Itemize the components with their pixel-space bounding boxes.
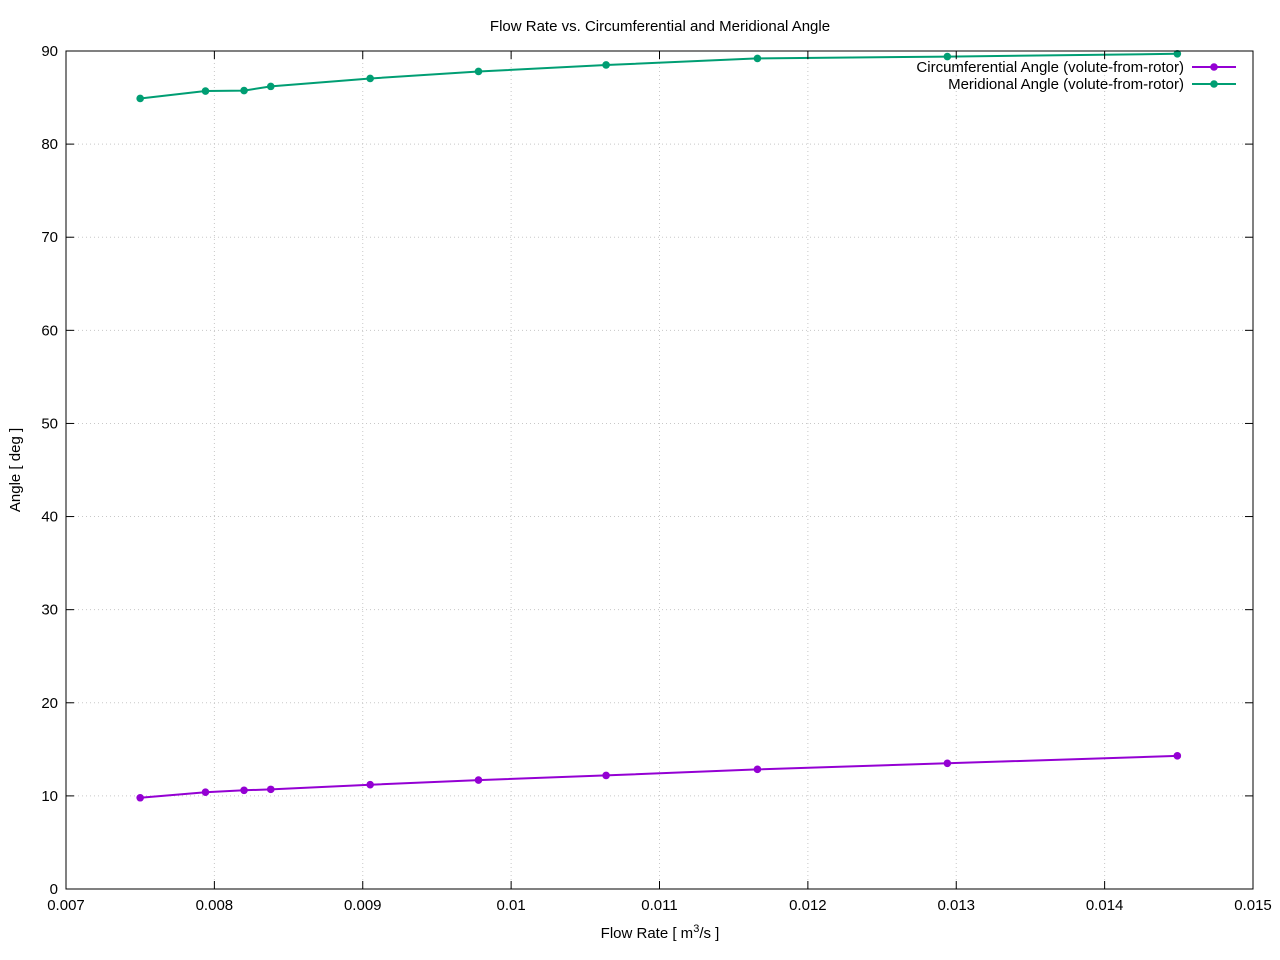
chart-title: Flow Rate vs. Circumferential and Meridi… (490, 18, 830, 35)
x-tick-label: 0.015 (1234, 897, 1272, 914)
data-point (1173, 752, 1182, 760)
y-tick-label: 0 (50, 881, 58, 898)
legend-label: Circumferential Angle (volute-from-rotor… (916, 59, 1184, 76)
legend-item: Meridional Angle (volute-from-rotor) (948, 76, 1236, 93)
x-axis-label-suffix: /s ] (699, 925, 719, 942)
y-tick-label: 50 (41, 415, 58, 432)
y-tick-label: 20 (41, 695, 58, 712)
data-point (136, 94, 144, 103)
series-meridional-angle (136, 49, 1182, 103)
y-tick-label: 80 (41, 136, 58, 153)
x-tick-label: 0.009 (344, 897, 382, 914)
data-point (753, 765, 762, 774)
legend-label: Meridional Angle (volute-from-rotor) (948, 76, 1184, 93)
y-tick-label: 60 (41, 322, 58, 339)
legend-item: Circumferential Angle (volute-from-rotor… (916, 59, 1236, 76)
data-point (474, 67, 483, 76)
data-point (266, 785, 275, 794)
x-tick-label: 0.013 (937, 897, 975, 914)
x-axis-label-sup: 3 (693, 923, 699, 935)
y-tick-label: 70 (41, 229, 58, 246)
x-tick-label: 0.014 (1086, 897, 1124, 914)
x-axis-label-prefix: Flow Rate [ m (601, 925, 694, 942)
y-tick-label: 40 (41, 509, 58, 526)
series-line (140, 52, 1178, 100)
data-point (201, 87, 210, 95)
data-point (201, 788, 210, 796)
axes-ticks: 0 10 20 30 40 50 60 70 80 90 0.007 0.008 0.009 0.01 0.… (41, 43, 1271, 914)
data-point (240, 786, 248, 795)
y-tick-label: 30 (41, 602, 58, 619)
y-tick-label: 90 (41, 43, 58, 60)
data-point (943, 759, 952, 768)
x-tick-label: 0.008 (196, 897, 234, 914)
x-tick-label: 0.01 (497, 897, 526, 914)
data-point (602, 61, 610, 69)
data-point (136, 793, 144, 802)
data-point (266, 82, 275, 91)
plot-area (136, 49, 1182, 802)
x-tick-label: 0.012 (789, 897, 827, 914)
data-point (753, 54, 762, 63)
legend: Circumferential Angle (volute-from-rotor… (916, 59, 1236, 93)
y-axis-label: Angle [ deg ] (7, 428, 24, 512)
data-point (943, 52, 952, 61)
y-tick-label: 10 (41, 788, 58, 805)
data-point (240, 86, 248, 95)
x-tick-label: 0.007 (47, 897, 85, 914)
legend-swatch-point (1210, 80, 1218, 88)
legend-swatch-point (1210, 63, 1218, 71)
series-line (140, 754, 1178, 799)
data-point (366, 74, 374, 83)
data-point (1173, 49, 1182, 58)
series-circumferential-angle (136, 752, 1182, 802)
x-tick-label: 0.011 (641, 897, 677, 914)
data-point (602, 771, 610, 780)
data-point (366, 780, 374, 789)
x-axis-label: Flow Rate [ m3/s ] (601, 923, 720, 942)
data-point (474, 776, 483, 784)
